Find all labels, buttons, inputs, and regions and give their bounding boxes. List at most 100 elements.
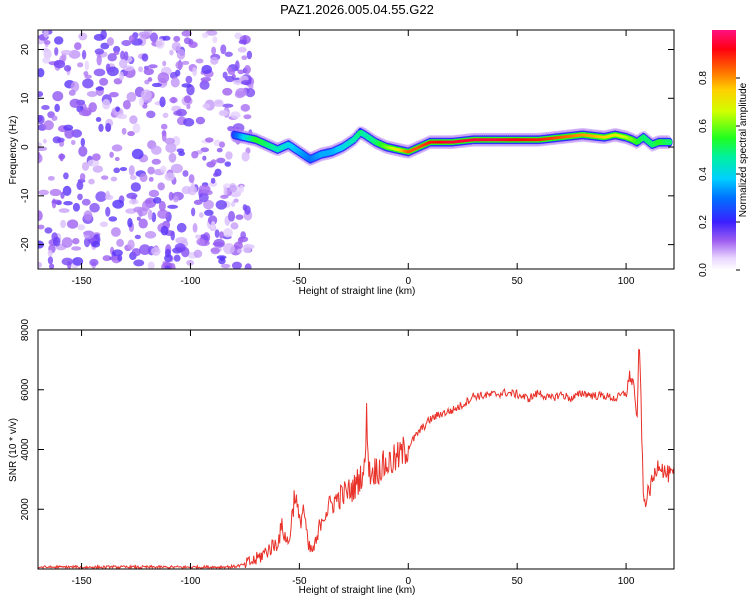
- noise-blob: [99, 77, 109, 86]
- noise-blob: [131, 248, 141, 257]
- noise-blob: [140, 89, 152, 101]
- noise-blob: [102, 98, 111, 110]
- colorbar-ticks: 0.0 0.2 0.4 0.6 0.8: [698, 71, 740, 277]
- noise-blob: [61, 257, 74, 266]
- noise-blob: [223, 243, 235, 255]
- noise-blob: [181, 185, 192, 195]
- noise-blob: [165, 142, 177, 153]
- noise-blob: [181, 60, 190, 65]
- noise-blob: [52, 90, 64, 102]
- noise-blob: [128, 165, 135, 176]
- noise-blob: [80, 137, 86, 147]
- noise-blob: [162, 60, 167, 67]
- noise-blob: [169, 71, 178, 80]
- noise-blob: [195, 116, 206, 125]
- noise-blob: [145, 199, 152, 204]
- spectrogram-xtick-label: 0: [405, 276, 411, 287]
- noise-blob: [116, 238, 124, 247]
- noise-blob: [112, 199, 124, 209]
- noise-blob: [77, 193, 83, 201]
- noise-blob: [151, 212, 157, 223]
- spectrogram-xtick-label: -150: [72, 276, 92, 287]
- noise-blob: [72, 202, 81, 212]
- noise-blob: [111, 144, 123, 152]
- noise-blob: [213, 238, 225, 249]
- noise-blob: [47, 256, 54, 265]
- noise-blob: [71, 129, 83, 138]
- spectrogram-frame: [37, 29, 675, 270]
- noise-blob: [112, 45, 121, 53]
- noise-blob: [195, 234, 202, 239]
- spectrogram-ytick-label: -10: [20, 188, 31, 203]
- colorbar-tick-label: 0.2: [698, 215, 709, 229]
- noise-blob: [151, 247, 161, 256]
- spectrogram-ytick-label: 0: [20, 144, 31, 150]
- noise-blob: [240, 103, 251, 112]
- noise-blob: [127, 239, 135, 250]
- noise-blob: [81, 49, 87, 60]
- noise-blob: [99, 221, 108, 228]
- noise-blob: [96, 54, 102, 66]
- spectrogram-xtick-label: 50: [512, 276, 524, 287]
- noise-blob: [213, 100, 224, 107]
- noise-blob: [176, 222, 187, 233]
- noise-blob: [188, 41, 198, 48]
- noise-blob: [60, 191, 65, 199]
- noise-blob: [120, 50, 126, 61]
- noise-blob: [198, 212, 204, 218]
- noise-blob: [70, 139, 76, 146]
- noise-blob: [41, 104, 50, 110]
- noise-blob: [173, 254, 181, 262]
- noise-blob: [224, 75, 235, 83]
- noise-blob: [114, 156, 120, 162]
- noise-blob: [92, 165, 104, 173]
- noise-blob: [168, 152, 177, 163]
- noise-blob: [242, 204, 248, 211]
- noise-blob: [244, 263, 252, 269]
- noise-blob: [220, 194, 229, 199]
- noise-blob: [51, 199, 62, 204]
- snr-xtick-label: -50: [292, 576, 307, 587]
- noise-blob: [38, 224, 45, 230]
- noise-blob: [47, 175, 55, 181]
- noise-blob: [110, 176, 118, 182]
- noise-blob: [172, 195, 179, 203]
- spectrogram-xtick-label: -100: [180, 276, 200, 287]
- noise-blob: [175, 61, 184, 70]
- noise-blob: [190, 181, 196, 193]
- noise-blob: [201, 32, 209, 39]
- noise-blob: [147, 77, 153, 82]
- noise-blob: [211, 46, 217, 55]
- noise-blob: [198, 184, 211, 194]
- noise-blob: [178, 151, 186, 157]
- noise-blob: [76, 181, 84, 191]
- noise-blob: [84, 60, 90, 71]
- noise-blob: [138, 31, 151, 38]
- ridge-core: [666, 140, 671, 144]
- noise-blob: [245, 87, 256, 98]
- noise-blob: [77, 62, 84, 68]
- noise-blob: [139, 173, 148, 183]
- noise-blob: [162, 35, 171, 41]
- noise-blob: [63, 65, 72, 72]
- noise-blob: [170, 77, 180, 88]
- noise-blob: [159, 96, 166, 108]
- noise-blob: [193, 199, 203, 205]
- noise-blob: [224, 161, 232, 167]
- colorbar-label: Normalized spectral amplitude: [738, 82, 749, 217]
- noise-blob: [195, 58, 204, 64]
- spectrogram-xtick-label: -50: [292, 276, 307, 287]
- noise-blob: [71, 246, 82, 251]
- noise-blob: [228, 69, 236, 75]
- noise-blob: [181, 83, 192, 88]
- noise-blob: [173, 110, 183, 116]
- noise-blob: [48, 263, 55, 269]
- noise-blob: [241, 55, 248, 60]
- colorbar-tick-label: 0.8: [698, 71, 709, 85]
- noise-blob: [117, 254, 123, 262]
- noise-blob: [219, 256, 225, 262]
- noise-blob: [115, 106, 120, 112]
- noise-blob: [169, 263, 176, 269]
